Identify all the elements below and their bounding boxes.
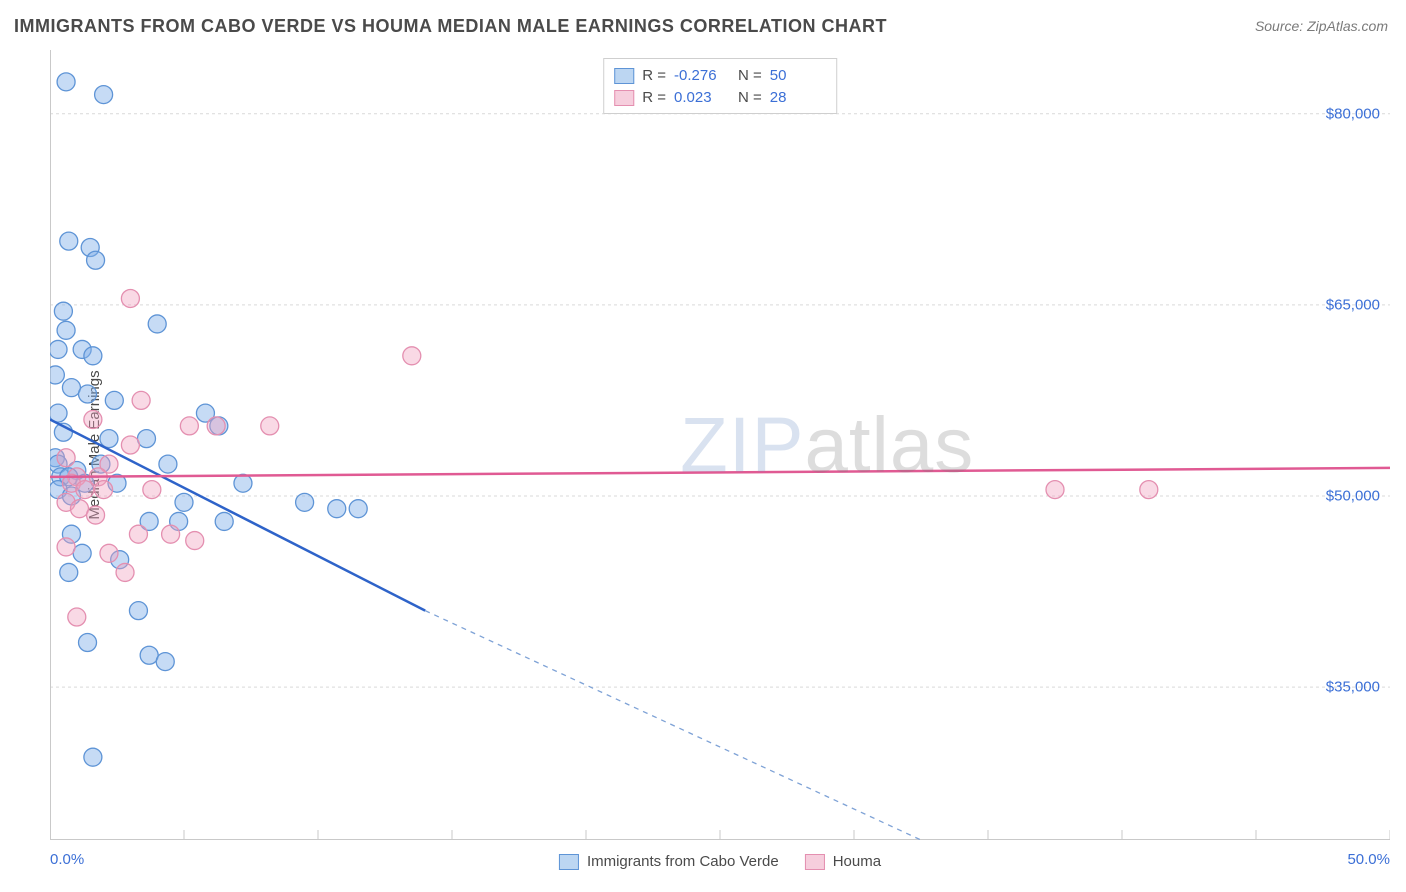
legend-row-series-1: R = -0.276 N = 50 xyxy=(614,65,826,87)
y-tick-label: $35,000 xyxy=(1326,679,1380,696)
legend-n-label: N = xyxy=(738,65,762,87)
legend-label-2: Houma xyxy=(833,853,881,870)
legend-r-label: R = xyxy=(642,65,666,87)
legend-item-1: Immigrants from Cabo Verde xyxy=(559,853,779,870)
chart-area: Median Male Earnings ZIPatlas $35,000$50… xyxy=(50,50,1390,840)
x-axis-min-label: 0.0% xyxy=(50,851,84,868)
series-legend: Immigrants from Cabo Verde Houma xyxy=(559,853,881,870)
legend-item-2: Houma xyxy=(805,853,881,870)
x-axis-max-label: 50.0% xyxy=(1347,851,1390,868)
source-attribution: Source: ZipAtlas.com xyxy=(1255,18,1388,34)
chart-title: IMMIGRANTS FROM CABO VERDE VS HOUMA MEDI… xyxy=(14,16,887,37)
correlation-legend: R = -0.276 N = 50 R = 0.023 N = 28 xyxy=(603,58,837,114)
y-tick-label: $50,000 xyxy=(1326,487,1380,504)
legend-swatch-2 xyxy=(614,90,634,106)
legend-r-value-2: 0.023 xyxy=(674,87,730,109)
legend-n-label: N = xyxy=(738,87,762,109)
legend-swatch-bottom-2 xyxy=(805,854,825,870)
y-tick-label: $80,000 xyxy=(1326,105,1380,122)
legend-swatch-bottom-1 xyxy=(559,854,579,870)
legend-n-value-1: 50 xyxy=(770,65,826,87)
legend-row-series-2: R = 0.023 N = 28 xyxy=(614,87,826,109)
legend-r-label: R = xyxy=(642,87,666,109)
legend-n-value-2: 28 xyxy=(770,87,826,109)
legend-label-1: Immigrants from Cabo Verde xyxy=(587,853,779,870)
legend-r-value-1: -0.276 xyxy=(674,65,730,87)
legend-swatch-1 xyxy=(614,68,634,84)
scatter-plot xyxy=(50,50,1390,840)
y-tick-label: $65,000 xyxy=(1326,296,1380,313)
